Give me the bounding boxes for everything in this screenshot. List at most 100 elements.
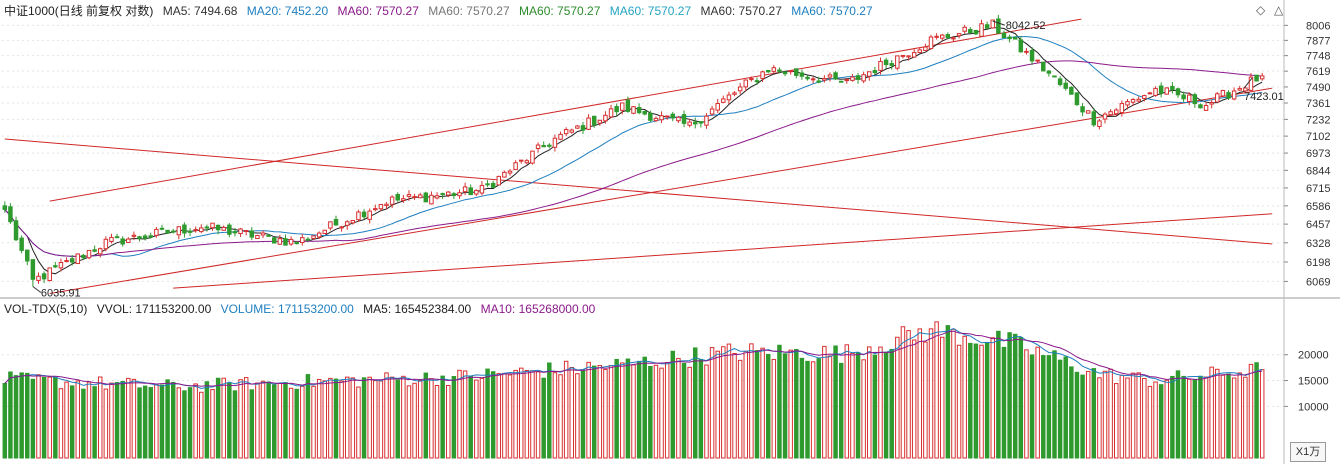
- candle-body: [479, 184, 485, 194]
- candle-body: [1085, 110, 1091, 114]
- settings-diamond-icon[interactable]: ◇: [1256, 3, 1266, 17]
- price-tick-label: 7490: [1306, 82, 1330, 94]
- volume-bar: [659, 367, 664, 459]
- candle-body: [861, 74, 866, 82]
- candle-body: [833, 72, 838, 80]
- volume-bar: [255, 382, 260, 459]
- candle-body: [1136, 98, 1141, 102]
- volume-bar: [165, 379, 170, 459]
- volume-bar: [30, 378, 36, 459]
- candle-body: [1130, 98, 1136, 103]
- candle-body: [990, 19, 995, 29]
- volume-bar: [1007, 332, 1012, 459]
- volume-bar: [243, 377, 249, 459]
- volume-bar: [1001, 346, 1007, 459]
- volume-bar: [373, 380, 378, 459]
- volume-bar: [19, 372, 24, 459]
- candle-body: [704, 115, 709, 126]
- collapse-triangle-icon[interactable]: △: [1274, 3, 1284, 17]
- volume-bar: [137, 387, 142, 459]
- candle-body: [906, 55, 911, 58]
- volume-bar: [895, 336, 900, 459]
- volume-bar: [339, 380, 344, 459]
- volume-bar: [1231, 377, 1237, 459]
- price-tick-label: 6198: [1306, 257, 1330, 269]
- volume-ma-line: [4, 330, 1263, 387]
- candle-body: [496, 175, 502, 186]
- candle-body: [451, 193, 457, 197]
- price-tick-label: 6069: [1306, 276, 1330, 288]
- candle-body: [676, 116, 681, 122]
- candle-body: [1158, 85, 1164, 94]
- candle-body: [159, 227, 165, 230]
- price-tick-label: 6844: [1306, 165, 1330, 177]
- candle-body: [283, 238, 288, 246]
- volume-bar: [1080, 374, 1085, 459]
- candle-body: [266, 234, 271, 237]
- volume-bar: [266, 381, 271, 459]
- volume-bar: [249, 389, 255, 459]
- candle-body: [333, 218, 339, 226]
- volume-bar: [1125, 377, 1130, 459]
- candle-body: [979, 23, 984, 37]
- volume-bar: [625, 358, 631, 459]
- volume-bar: [1074, 371, 1080, 459]
- candle-body: [810, 78, 816, 81]
- candle-body: [580, 125, 586, 131]
- candle-body: [462, 186, 468, 193]
- volume-bar: [502, 372, 507, 459]
- trend-line: [49, 18, 1082, 202]
- candle-body: [429, 194, 434, 205]
- candle-body: [401, 198, 406, 201]
- candle-body: [844, 79, 850, 82]
- candle-body: [883, 59, 889, 66]
- volume-ma10-value: MA10: 165268000.00: [480, 302, 596, 316]
- volume-bar: [1085, 370, 1091, 459]
- volume-bar: [434, 385, 440, 459]
- price-tick-label: 7232: [1306, 114, 1330, 126]
- candle-body: [687, 121, 692, 126]
- price-tick-label: 6328: [1306, 238, 1330, 250]
- volume-bar: [822, 345, 827, 459]
- ma-item: MA60: 7570.27: [428, 4, 510, 18]
- volume-bar: [934, 321, 939, 459]
- candle-body: [389, 196, 395, 205]
- volume-bar: [154, 383, 159, 459]
- ma-item: MA20: 7452.20: [246, 4, 329, 18]
- volume-bar: [676, 357, 681, 459]
- volume-bar: [883, 352, 889, 459]
- last-pointer: [1243, 77, 1253, 89]
- volume-bar: [1254, 362, 1259, 459]
- candle-body: [58, 262, 64, 269]
- candle-body: [939, 34, 945, 39]
- candle-body: [243, 230, 249, 233]
- candle-body: [339, 226, 344, 229]
- candle-body: [900, 54, 906, 57]
- volume-bar: [1102, 370, 1108, 459]
- candle-body: [732, 92, 737, 95]
- volume-bar: [670, 350, 676, 459]
- candle-body: [1057, 78, 1063, 86]
- volume-bar: [395, 379, 400, 459]
- candle-body: [423, 192, 429, 203]
- volume-bar: [1130, 372, 1136, 459]
- last-price-label: 7423.01: [1244, 91, 1284, 103]
- unit-button[interactable]: X1万: [1290, 442, 1326, 462]
- candle-body: [737, 86, 743, 92]
- candle-body: [1024, 50, 1029, 53]
- volume-bar: [378, 380, 384, 459]
- volume-bar: [928, 328, 934, 459]
- volume-bar: [1018, 337, 1024, 459]
- candle-body: [1041, 61, 1046, 72]
- volume-bar: [951, 328, 956, 459]
- candle-body: [1198, 104, 1203, 109]
- candle-body: [97, 248, 103, 255]
- volume-bar: [721, 346, 726, 459]
- candle-body: [1029, 50, 1035, 62]
- candle-body: [1259, 75, 1265, 80]
- candle-body: [771, 67, 777, 72]
- candle-body: [215, 224, 221, 231]
- candle-body: [1052, 75, 1057, 78]
- candle-body: [1125, 101, 1130, 106]
